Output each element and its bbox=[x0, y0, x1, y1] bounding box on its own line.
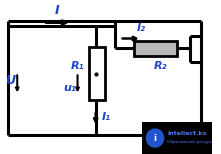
Bar bbox=[142, 122, 211, 154]
Bar bbox=[134, 41, 177, 56]
Text: intellect.ks: intellect.ks bbox=[168, 131, 207, 136]
Text: I: I bbox=[55, 4, 60, 17]
Text: u₁: u₁ bbox=[63, 83, 76, 93]
Text: R₁: R₁ bbox=[71, 61, 84, 71]
Text: R₂: R₂ bbox=[154, 61, 167, 71]
Circle shape bbox=[147, 129, 164, 147]
Text: U: U bbox=[5, 74, 15, 87]
Bar bbox=[89, 47, 105, 100]
Text: I₁: I₁ bbox=[101, 112, 110, 122]
Text: i: i bbox=[154, 134, 156, 143]
Text: I₂: I₂ bbox=[137, 22, 146, 32]
Text: Образовный ресурс: Образовный ресурс bbox=[168, 140, 213, 144]
